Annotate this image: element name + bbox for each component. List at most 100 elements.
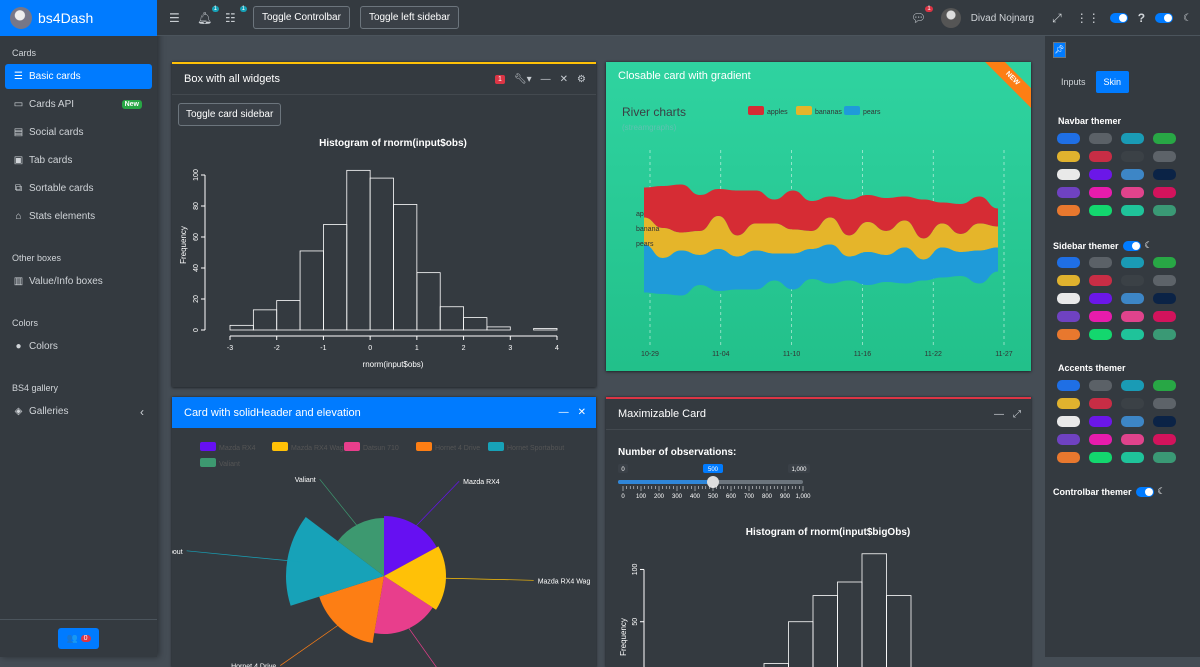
color-swatch[interactable]	[1057, 293, 1080, 304]
color-swatch[interactable]	[1153, 452, 1176, 463]
sidebar-item-colors[interactable]: ● Colors	[5, 334, 152, 359]
color-swatch[interactable]	[1089, 329, 1112, 340]
brand-link[interactable]: bs4Dash	[0, 0, 157, 36]
color-swatch[interactable]	[1121, 434, 1144, 445]
color-swatch[interactable]	[1121, 380, 1144, 391]
color-swatch[interactable]	[1121, 416, 1144, 427]
sidebar-item-value-info-boxes[interactable]: ▥ Value/Info boxes	[5, 269, 152, 294]
color-swatch[interactable]	[1153, 434, 1176, 445]
color-swatch[interactable]	[1089, 311, 1112, 322]
sidebar-item-tab-cards[interactable]: ▣ Tab cards	[5, 148, 152, 173]
color-swatch[interactable]	[1089, 416, 1112, 427]
toggle-card-sidebar-button[interactable]: Toggle card sidebar	[178, 103, 282, 126]
color-swatch[interactable]	[1121, 133, 1144, 144]
color-swatch[interactable]	[1089, 187, 1112, 198]
color-swatch[interactable]	[1121, 329, 1144, 340]
color-swatch[interactable]	[1121, 257, 1144, 268]
color-swatch[interactable]	[1153, 133, 1176, 144]
toggle-left-sidebar-button[interactable]: Toggle left sidebar	[359, 6, 460, 29]
color-swatch[interactable]	[1153, 205, 1176, 216]
color-swatch[interactable]	[1057, 169, 1080, 180]
maximize-icon[interactable]: ⤢	[1013, 409, 1021, 420]
color-swatch[interactable]	[1121, 187, 1144, 198]
color-swatch[interactable]	[1089, 452, 1112, 463]
color-swatch[interactable]	[1121, 205, 1144, 216]
messages-icon[interactable]: 💬︎ 1	[910, 6, 933, 25]
help-icon[interactable]: ?	[1137, 11, 1146, 25]
user-name[interactable]: Divad Nojnarg	[970, 12, 1035, 24]
tasks-list-icon[interactable]: ☷ 1	[225, 5, 247, 25]
color-swatch[interactable]	[1057, 205, 1080, 216]
close-icon[interactable]: ✕	[577, 407, 586, 418]
user-avatar[interactable]	[940, 8, 961, 28]
color-swatch[interactable]	[1089, 169, 1112, 180]
color-swatch[interactable]	[1153, 169, 1176, 180]
color-swatch[interactable]	[1057, 275, 1080, 286]
color-swatch[interactable]	[1089, 133, 1112, 144]
color-swatch[interactable]	[1057, 434, 1080, 445]
color-swatch[interactable]	[1089, 275, 1112, 286]
pin-icon[interactable]: 📌︎	[1053, 42, 1066, 58]
color-swatch[interactable]	[1121, 452, 1144, 463]
sidebar-item-social-cards[interactable]: ▤ Social cards	[5, 120, 152, 145]
color-swatch[interactable]	[1153, 187, 1176, 198]
color-swatch[interactable]	[1153, 311, 1176, 322]
users-button[interactable]: 👥 0	[58, 628, 99, 649]
collapse-icon[interactable]: —	[994, 409, 1004, 420]
apps-grid-icon[interactable]: ⋮⋮	[1075, 11, 1100, 25]
color-swatch[interactable]	[1153, 151, 1176, 162]
collapse-icon[interactable]: —	[558, 407, 569, 418]
color-swatch[interactable]	[1057, 452, 1080, 463]
color-swatch[interactable]	[1153, 380, 1176, 391]
color-swatch[interactable]	[1057, 416, 1080, 427]
dark-mode-toggle[interactable]	[1109, 13, 1128, 23]
color-swatch[interactable]	[1057, 257, 1080, 268]
color-swatch[interactable]	[1089, 151, 1112, 162]
color-swatch[interactable]	[1089, 398, 1112, 409]
toggle-controlbar-button[interactable]: Toggle Controlbar	[253, 6, 350, 29]
sidebar-item-cards-api[interactable]: ▭ Cards API New	[5, 92, 152, 117]
preloader-toggle[interactable]	[1155, 13, 1174, 23]
sidebar-item-sortable-cards[interactable]: ⧉ Sortable cards	[5, 176, 152, 201]
collapse-icon[interactable]: —	[540, 74, 551, 85]
sidebar-item-basic-cards[interactable]: ☰ Basic cards	[5, 64, 152, 89]
sidebar-item-galleries[interactable]: ◈ Galleries ‹	[5, 399, 152, 424]
sidebar-theme-toggle[interactable]	[1122, 240, 1141, 251]
color-swatch[interactable]	[1153, 329, 1176, 340]
color-swatch[interactable]	[1121, 311, 1144, 322]
card-sidebar-cogs-icon[interactable]: ⚙	[577, 74, 586, 85]
color-swatch[interactable]	[1121, 151, 1144, 162]
color-swatch[interactable]	[1057, 311, 1080, 322]
tab-inputs[interactable]: Inputs	[1061, 77, 1086, 87]
bell-icon[interactable]: 🔔︎ 1	[197, 5, 219, 25]
tab-skin[interactable]: Skin	[1095, 71, 1130, 93]
color-swatch[interactable]	[1057, 187, 1080, 198]
fullscreen-icon[interactable]: ⤢	[1052, 10, 1062, 25]
color-swatch[interactable]	[1057, 329, 1080, 340]
color-swatch[interactable]	[1057, 151, 1080, 162]
sidebar-item-stats-elements[interactable]: ⌂ Stats elements	[5, 204, 152, 229]
color-swatch[interactable]	[1089, 257, 1112, 268]
color-swatch[interactable]	[1153, 416, 1176, 427]
color-swatch[interactable]	[1153, 398, 1176, 409]
color-swatch[interactable]	[1121, 169, 1144, 180]
color-swatch[interactable]	[1121, 275, 1144, 286]
color-swatch[interactable]	[1121, 293, 1144, 304]
color-swatch[interactable]	[1089, 293, 1112, 304]
color-swatch[interactable]	[1153, 275, 1176, 286]
color-swatch[interactable]	[1057, 398, 1080, 409]
controlbar-theme-toggle[interactable]	[1135, 486, 1154, 497]
slider-handle[interactable]	[707, 476, 719, 488]
wrench-dropdown-icon[interactable]: 🔧︎▾	[513, 74, 532, 85]
color-swatch[interactable]	[1089, 205, 1112, 216]
close-icon[interactable]: ✕	[559, 74, 569, 85]
observations-slider[interactable]: 0 1,000 500 0 100 200 300 400 500 600 700 800 900…	[606, 461, 1031, 511]
color-swatch[interactable]	[1089, 434, 1112, 445]
color-swatch[interactable]	[1153, 257, 1176, 268]
color-swatch[interactable]	[1121, 398, 1144, 409]
color-swatch[interactable]	[1057, 133, 1080, 144]
color-swatch[interactable]	[1057, 380, 1080, 391]
color-swatch[interactable]	[1089, 380, 1112, 391]
color-swatch[interactable]	[1153, 293, 1176, 304]
hamburger-menu-icon[interactable]: ☰	[169, 10, 180, 25]
